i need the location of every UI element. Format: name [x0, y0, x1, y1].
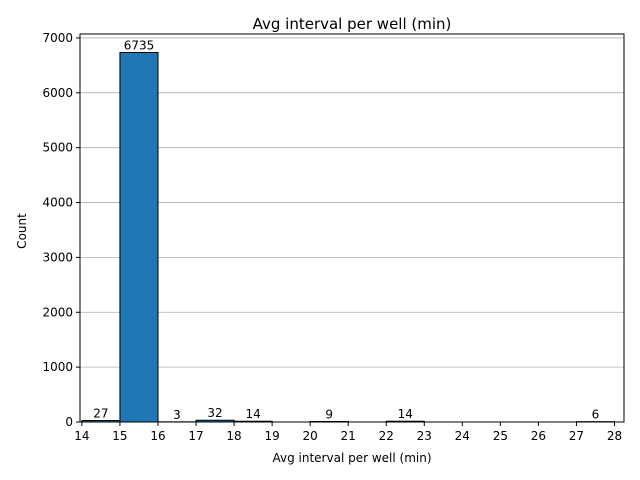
y-tick-label: 0	[65, 415, 73, 429]
x-tick-label: 21	[341, 429, 356, 443]
bar-data-label: 6735	[124, 38, 155, 52]
bar-data-label: 14	[245, 407, 260, 421]
y-tick-label: 6000	[42, 86, 73, 100]
x-tick-label: 19	[264, 429, 279, 443]
histogram-bar	[119, 51, 159, 423]
x-tick-label: 20	[303, 429, 318, 443]
x-tick-label: 23	[417, 429, 432, 443]
bar-data-label: 6	[592, 408, 600, 422]
bar-data-label: 14	[398, 407, 413, 421]
histogram-bars	[81, 51, 615, 423]
plot-frame	[79, 33, 625, 423]
y-tick-label: 5000	[42, 141, 73, 155]
x-tick-label: 14	[74, 429, 89, 443]
x-tick-label: 25	[493, 429, 508, 443]
x-tick-label: 18	[226, 429, 241, 443]
x-tick-label: 27	[569, 429, 584, 443]
y-axis-label: Count	[15, 213, 29, 249]
x-tick-label: 22	[379, 429, 394, 443]
y-tick-label: 4000	[42, 196, 73, 210]
y-tick-label: 3000	[42, 250, 73, 264]
x-tick-label: 24	[455, 429, 470, 443]
bar-data-labels: 27 6735 3 32 14 9 14 6	[93, 38, 599, 421]
gridlines	[80, 37, 624, 368]
axes: 14 15 16 17 18 19 20 21 22 23 24 25 26 27 28 0 1000 2000 3…	[42, 31, 625, 443]
x-axis-label: Avg interval per well (min)	[272, 451, 431, 465]
x-tick-label: 15	[112, 429, 127, 443]
bar-data-label: 3	[173, 408, 181, 422]
bar-data-label: 27	[93, 407, 108, 421]
x-tick-label: 26	[531, 429, 546, 443]
x-tick-label: 16	[150, 429, 165, 443]
bar-data-label: 32	[207, 406, 222, 420]
x-tick-label: 17	[188, 429, 203, 443]
y-tick-label: 2000	[42, 305, 73, 319]
y-tick-label: 7000	[42, 31, 73, 45]
bar-data-label: 9	[325, 408, 333, 422]
y-tick-label: 1000	[42, 360, 73, 374]
x-tick-label: 28	[607, 429, 622, 443]
chart-title: Avg interval per well (min)	[253, 15, 452, 33]
